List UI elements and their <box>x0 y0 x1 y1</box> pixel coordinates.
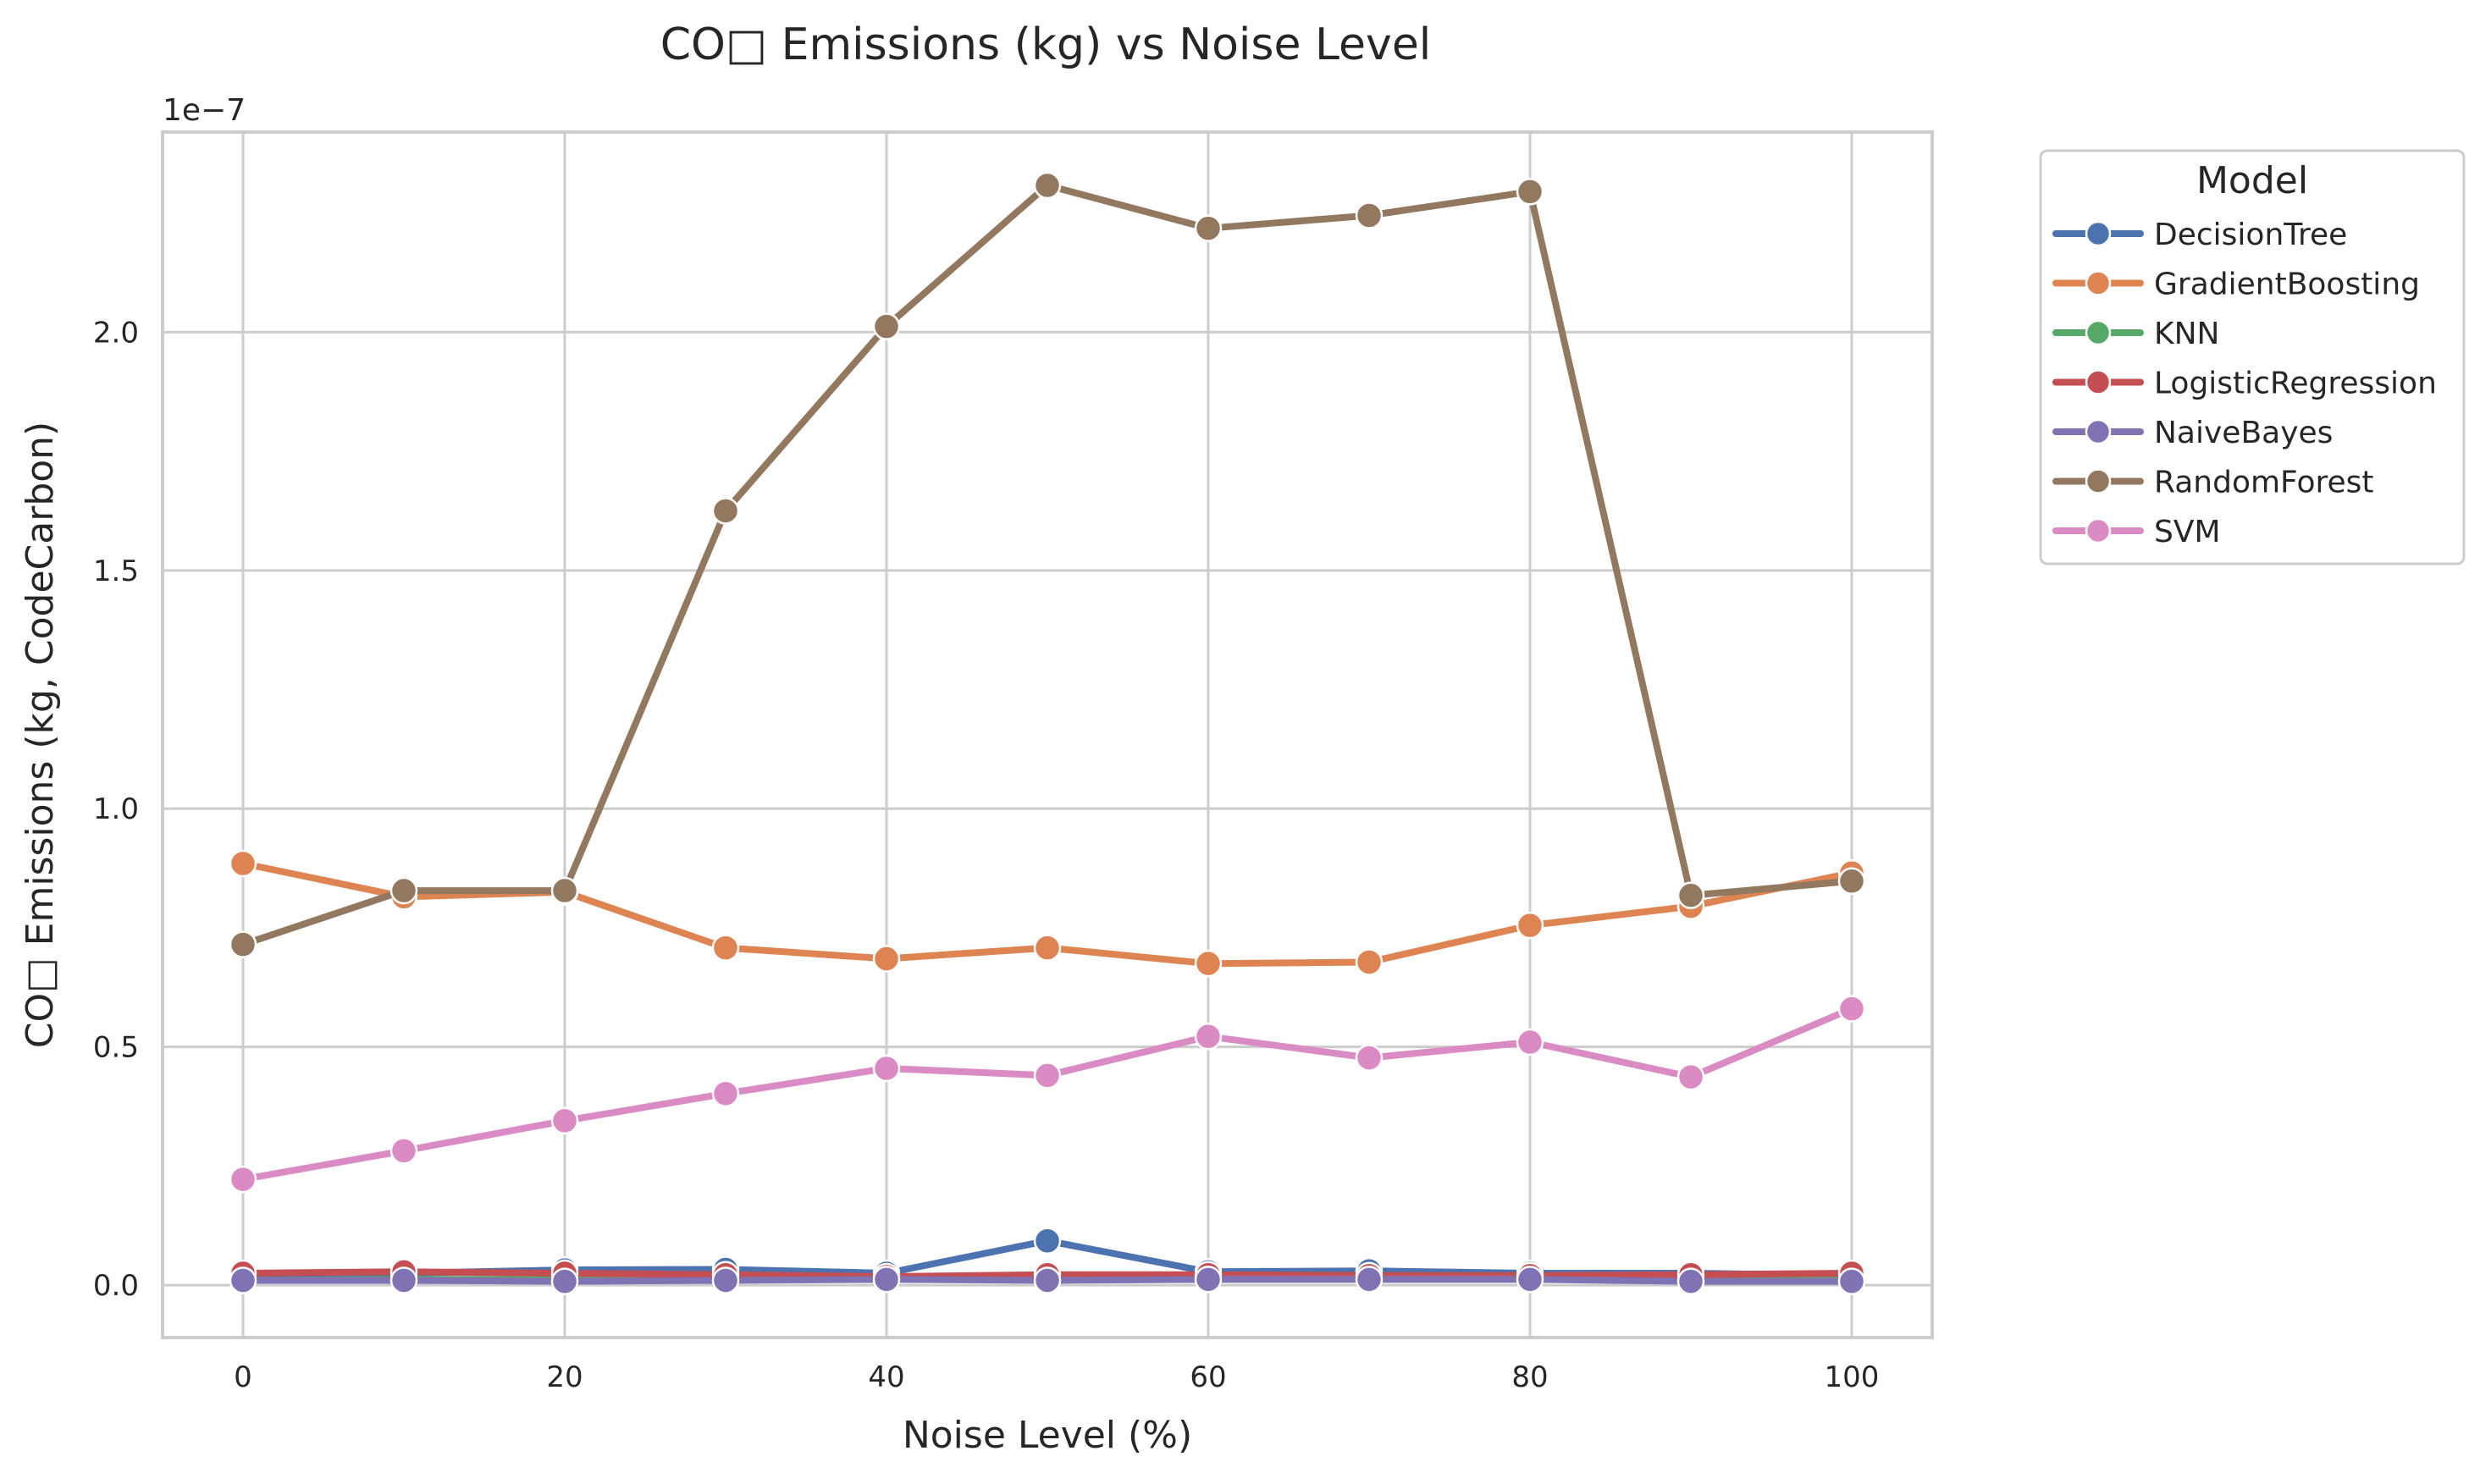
point-gradientboosting-7 <box>1355 948 1384 976</box>
y-tick-label-2: 1.0 <box>93 792 139 826</box>
series-layer <box>229 171 1866 1295</box>
point-randomforest-4 <box>872 312 901 340</box>
point-naivebayes-1 <box>389 1266 418 1294</box>
legend-marker-knn <box>2085 319 2112 346</box>
point-naivebayes-8 <box>1516 1266 1544 1294</box>
point-gradientboosting-0 <box>229 849 257 878</box>
legend-title: Model <box>2196 159 2308 202</box>
point-svm-8 <box>1516 1028 1544 1056</box>
legend-marker-gradientboosting <box>2085 270 2112 296</box>
legend-item-knn: KNN <box>2052 317 2219 351</box>
point-svm-3 <box>711 1079 740 1108</box>
x-tick-label-3: 60 <box>1190 1360 1226 1394</box>
plot-area <box>161 130 1934 1339</box>
legend: Model DecisionTree GradientBoosting KNN Log… <box>2039 149 2466 565</box>
point-randomforest-8 <box>1516 178 1544 206</box>
point-svm-2 <box>550 1106 579 1135</box>
point-svm-9 <box>1676 1062 1705 1091</box>
point-naivebayes-6 <box>1194 1266 1223 1294</box>
point-gradientboosting-8 <box>1516 911 1544 940</box>
legend-marker-logisticregression <box>2085 369 2112 395</box>
point-randomforest-0 <box>229 930 257 958</box>
point-randomforest-7 <box>1355 201 1384 229</box>
point-naivebayes-5 <box>1033 1266 1062 1294</box>
y-tick-labels: 0.0 0.5 1.0 1.5 2.0 <box>93 316 139 1303</box>
point-randomforest-2 <box>550 876 579 905</box>
legend-entries: DecisionTree GradientBoosting KNN LogisticR… <box>2052 218 2437 549</box>
point-randomforest-1 <box>389 876 418 905</box>
point-randomforest-6 <box>1194 214 1223 242</box>
point-naivebayes-7 <box>1355 1266 1384 1294</box>
point-gradientboosting-5 <box>1033 934 1062 962</box>
point-naivebayes-3 <box>711 1266 740 1294</box>
legend-marker-decisiontree <box>2085 220 2112 247</box>
legend-marker-randomforest <box>2085 468 2112 494</box>
legend-item-randomforest: RandomForest <box>2052 466 2374 500</box>
point-svm-4 <box>872 1054 901 1083</box>
legend-label-knn: KNN <box>2154 317 2219 351</box>
series-naivebayes <box>229 1266 1866 1295</box>
legend-marker-svm <box>2085 517 2112 544</box>
x-tick-label-4: 80 <box>1511 1360 1548 1394</box>
chart-title: CO□ Emissions (kg) vs Noise Level <box>660 19 1432 70</box>
x-tick-label-5: 100 <box>1825 1360 1880 1394</box>
series-randomforest <box>229 171 1866 958</box>
legend-item-logisticregression: LogisticRegression <box>2052 367 2437 401</box>
series-svm <box>229 995 1866 1194</box>
point-randomforest-3 <box>711 497 740 525</box>
y-axis-label: CO□ Emissions (kg, CodeCarbon) <box>19 422 62 1048</box>
point-gradientboosting-6 <box>1194 949 1223 978</box>
point-gradientboosting-4 <box>872 945 901 973</box>
point-naivebayes-4 <box>872 1266 901 1294</box>
legend-item-gradientboosting: GradientBoosting <box>2052 268 2420 302</box>
legend-frame <box>2039 149 2466 565</box>
legend-label-svm: SVM <box>2154 515 2221 549</box>
x-tick-label-2: 40 <box>868 1360 904 1394</box>
legend-label-gradientboosting: GradientBoosting <box>2154 268 2420 302</box>
point-gradientboosting-3 <box>711 934 740 962</box>
y-tick-label-4: 2.0 <box>93 316 139 350</box>
point-svm-10 <box>1837 995 1866 1023</box>
x-tick-label-1: 20 <box>546 1360 583 1394</box>
x-tick-label-0: 0 <box>234 1360 252 1394</box>
x-tick-labels: 0 20 40 60 80 100 <box>234 1360 1879 1394</box>
point-svm-6 <box>1194 1023 1223 1051</box>
point-naivebayes-9 <box>1676 1267 1705 1295</box>
point-svm-1 <box>389 1137 418 1165</box>
point-svm-0 <box>229 1165 257 1194</box>
x-axis-label: Noise Level (%) <box>903 1414 1192 1457</box>
point-decisiontree-5 <box>1033 1227 1062 1255</box>
point-naivebayes-0 <box>229 1266 257 1294</box>
legend-item-naivebayes: NaiveBayes <box>2052 416 2333 450</box>
y-tick-label-3: 1.5 <box>93 554 139 588</box>
point-randomforest-9 <box>1676 881 1705 909</box>
point-randomforest-10 <box>1837 867 1866 896</box>
legend-item-svm: SVM <box>2052 515 2221 549</box>
y-scale-offset-label: 1e−7 <box>163 93 246 128</box>
legend-item-decisiontree: DecisionTree <box>2052 218 2347 252</box>
y-tick-label-1: 0.5 <box>93 1031 139 1065</box>
point-svm-5 <box>1033 1062 1062 1090</box>
legend-label-logisticregression: LogisticRegression <box>2154 367 2437 401</box>
legend-label-naivebayes: NaiveBayes <box>2154 416 2333 450</box>
y-tick-label-0: 0.0 <box>93 1269 139 1303</box>
legend-label-decisiontree: DecisionTree <box>2154 218 2347 252</box>
legend-marker-naivebayes <box>2085 418 2112 445</box>
point-randomforest-5 <box>1033 171 1062 200</box>
point-naivebayes-2 <box>550 1267 579 1295</box>
legend-label-randomforest: RandomForest <box>2154 466 2374 500</box>
point-naivebayes-10 <box>1837 1267 1866 1295</box>
point-svm-7 <box>1355 1044 1384 1072</box>
